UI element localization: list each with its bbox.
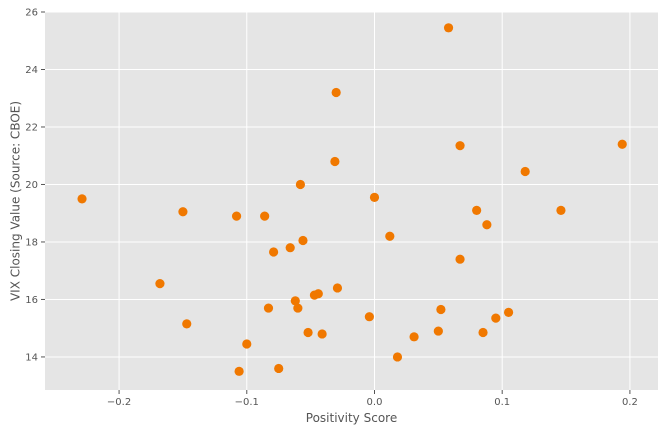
x-tick-label: 0.2 [622, 397, 638, 408]
data-point [503, 307, 514, 317]
plot-background [45, 12, 658, 390]
data-point [332, 283, 343, 293]
y-axis-ticks: 14 16 18 20 22 24 26 [25, 8, 45, 363]
data-point [482, 220, 492, 230]
data-point [260, 211, 270, 221]
data-point [556, 205, 566, 215]
data-point [478, 327, 488, 338]
grid-lines [45, 11, 658, 390]
y-tick-label: 14 [25, 352, 38, 363]
x-tick-label: 0.1 [494, 397, 510, 408]
data-point [331, 87, 341, 98]
data-point [385, 231, 395, 241]
data-points [77, 23, 627, 376]
data-point [234, 366, 244, 376]
data-point [303, 327, 313, 338]
data-point [285, 243, 295, 253]
data-point [617, 139, 627, 149]
data-point [392, 352, 403, 362]
y-tick-label: 24 [25, 65, 38, 76]
y-tick-label: 16 [25, 295, 38, 306]
data-point [443, 23, 454, 33]
data-point [369, 192, 380, 203]
data-point [436, 304, 446, 315]
y-axis-label: VIX Closing Value (Source: CBOE) [9, 101, 23, 301]
y-tick-label: 20 [25, 180, 38, 191]
data-point [491, 313, 501, 323]
y-tick-label: 22 [25, 122, 38, 133]
x-axis-ticks: −0.2 −0.1 0.0 0.1 0.2 [107, 390, 638, 408]
data-point [455, 254, 465, 264]
data-point [330, 156, 340, 167]
data-point [409, 332, 419, 342]
data-point [520, 166, 530, 177]
y-tick-label: 18 [25, 237, 38, 248]
data-point [274, 363, 284, 374]
data-point [242, 339, 252, 349]
data-point [433, 326, 443, 336]
data-point [263, 303, 274, 313]
x-tick-label: −0.1 [235, 397, 259, 408]
data-point [295, 179, 306, 190]
data-point [313, 289, 323, 299]
data-point [268, 247, 279, 257]
x-tick-label: −0.2 [107, 397, 131, 408]
data-point [455, 141, 465, 151]
data-point [298, 235, 308, 246]
y-tick-label: 26 [25, 8, 38, 19]
data-point [77, 194, 87, 204]
data-point [317, 329, 327, 339]
x-axis-label: Positivity Score [306, 411, 397, 425]
data-point [182, 319, 192, 329]
data-point [178, 207, 188, 217]
data-point [472, 205, 482, 215]
data-point [364, 312, 374, 322]
data-point [231, 211, 242, 221]
data-point [290, 296, 300, 306]
x-tick-label: 0.0 [367, 397, 383, 408]
data-point [293, 303, 303, 313]
data-point [155, 279, 165, 289]
